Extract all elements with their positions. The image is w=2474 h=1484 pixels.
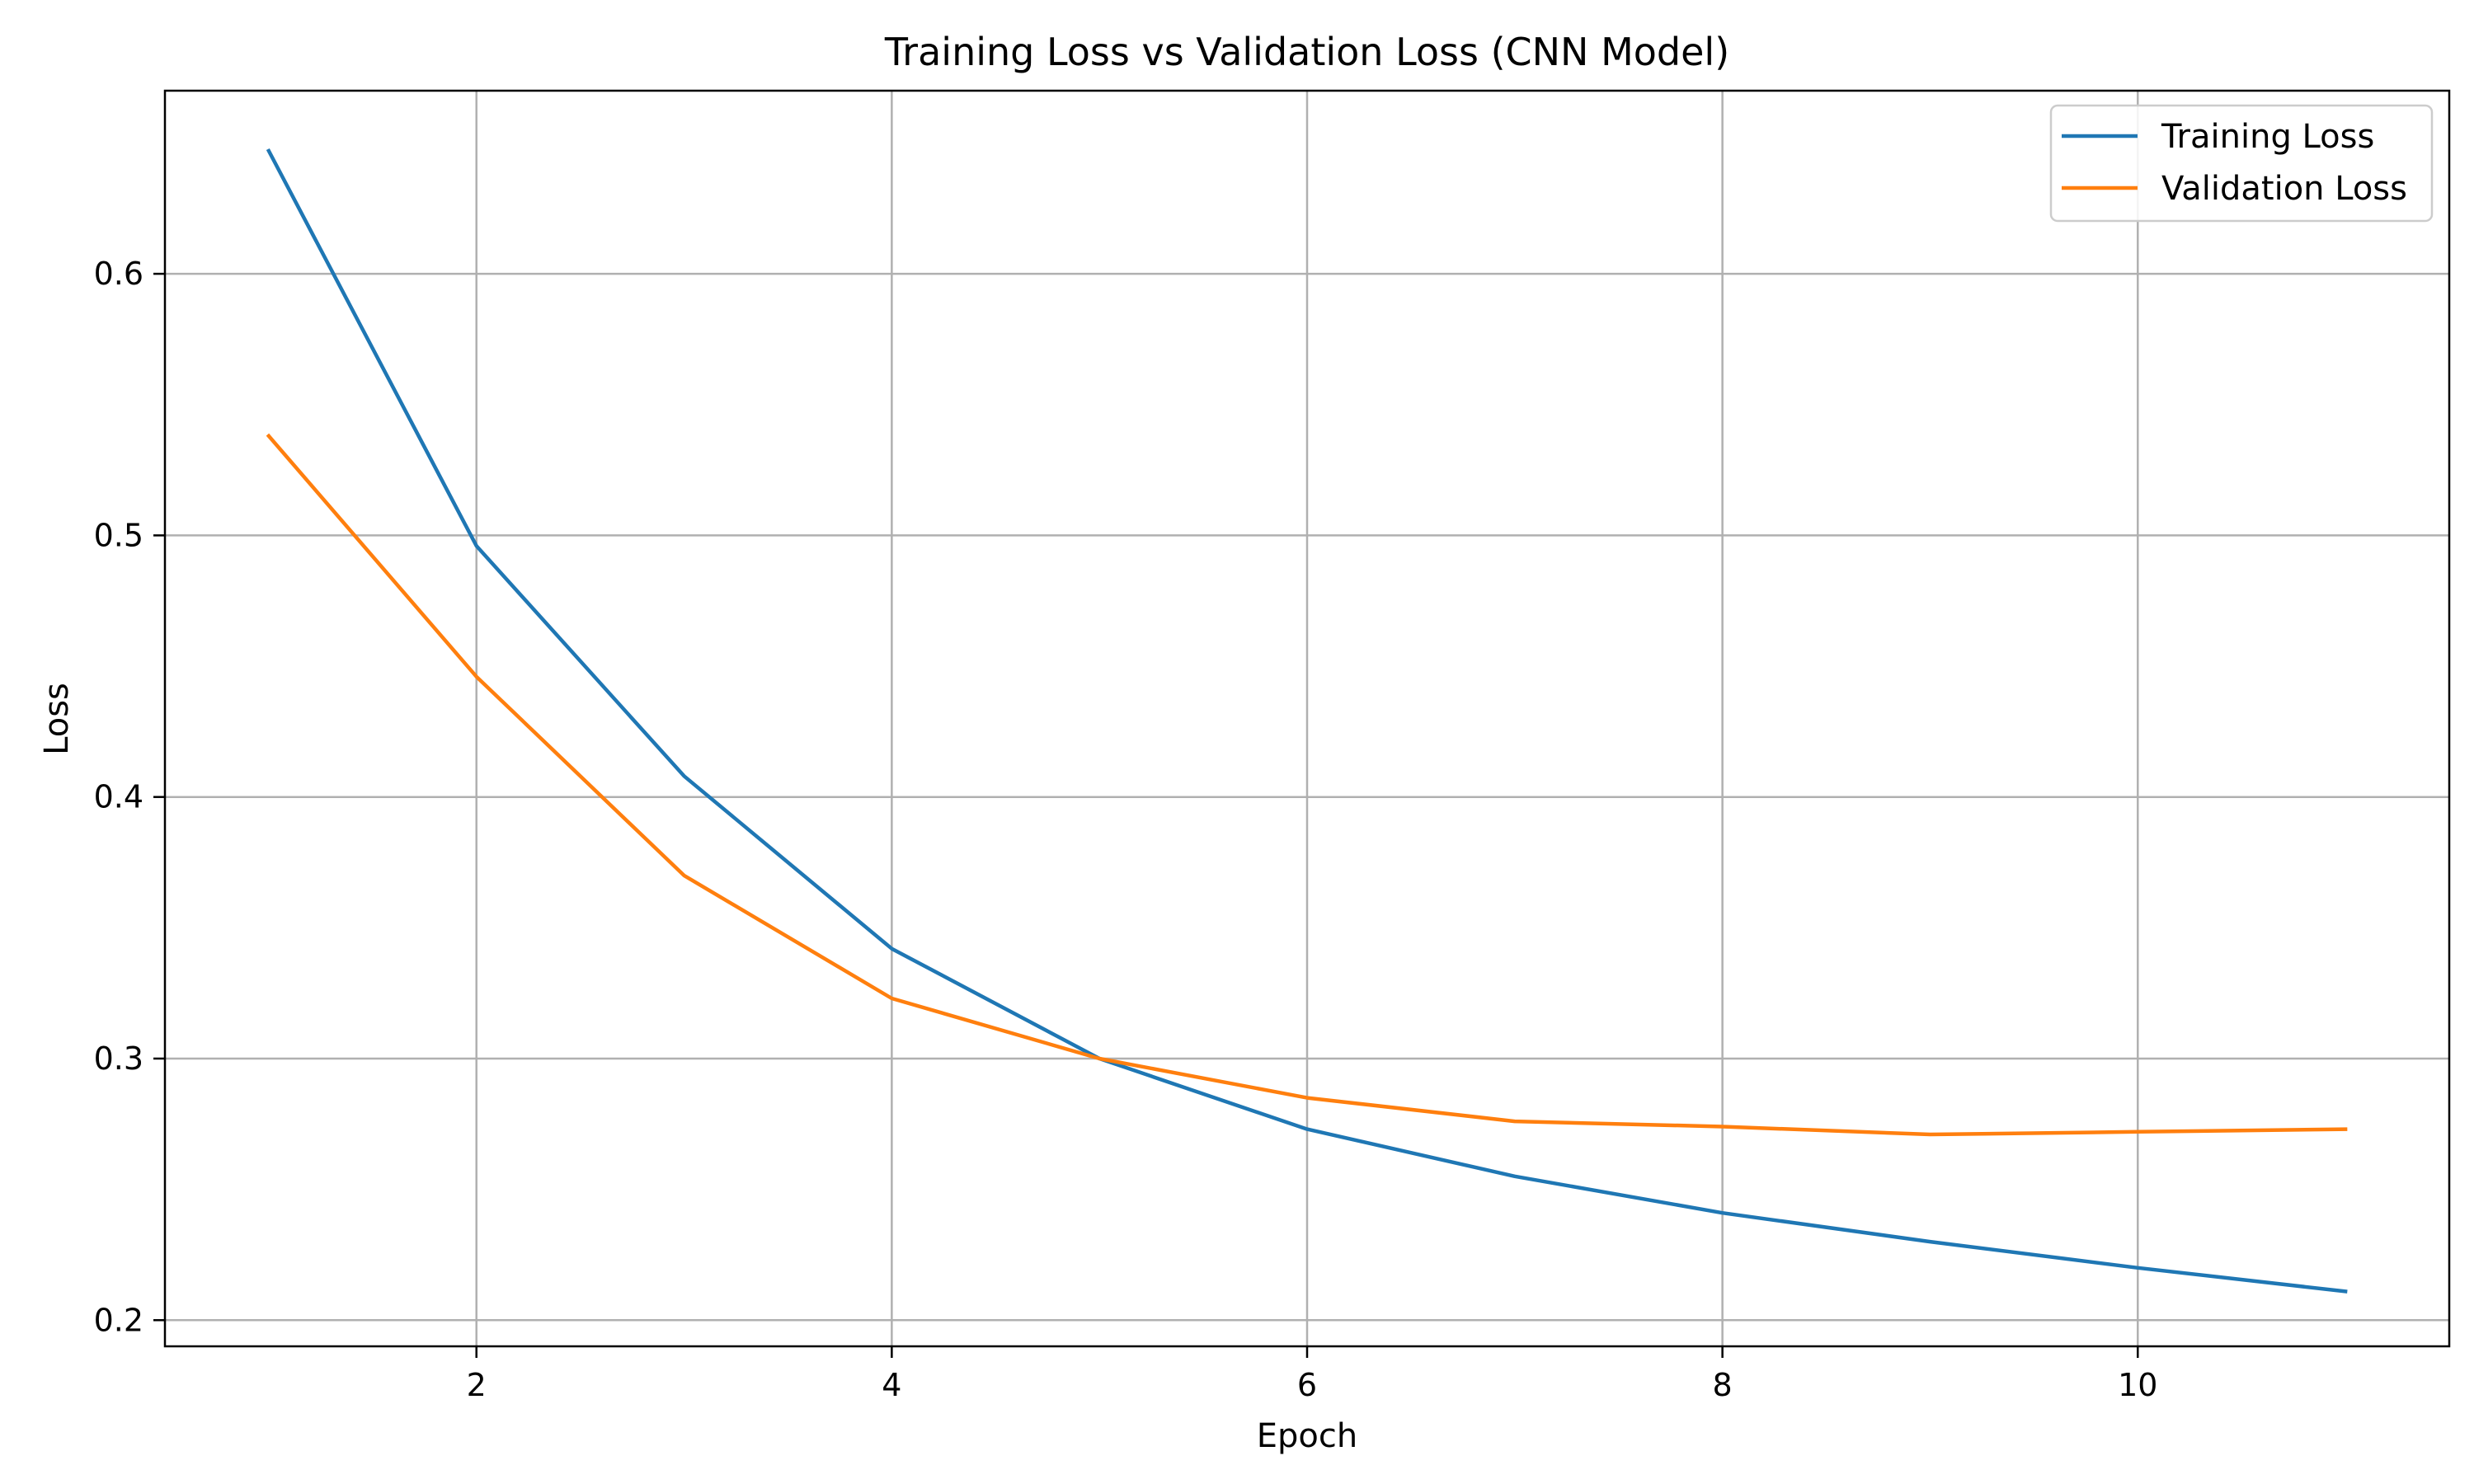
- series-line-validation-loss: [266, 433, 2348, 1137]
- axis-ticks: 2 4 6 8 10 0.2 0.3 0.4 0.5 0.6: [94, 256, 2158, 1403]
- grid-lines: [165, 91, 2449, 1346]
- legend-label-validation-loss: Validation Loss: [2161, 170, 2407, 208]
- x-tick-label: 2: [467, 1367, 487, 1403]
- series-line-training-loss: [266, 148, 2348, 1294]
- x-tick-label: 8: [1713, 1367, 1733, 1403]
- x-axis-label: Epoch: [1257, 1417, 1357, 1455]
- legend-box: [2049, 104, 2434, 223]
- x-tick-label: 4: [882, 1367, 901, 1403]
- y-tick-label: 0.6: [94, 256, 143, 292]
- y-tick-label: 0.5: [94, 517, 143, 553]
- x-tick-label: 10: [2118, 1367, 2157, 1403]
- legend-label-training-loss: Training Loss: [2161, 118, 2374, 156]
- legend: Training Loss Validation Loss: [2049, 104, 2434, 223]
- series-lines: [266, 148, 2348, 1294]
- y-tick-label: 0.4: [94, 779, 143, 815]
- y-tick-label: 0.2: [94, 1302, 143, 1338]
- y-axis-label: Loss: [38, 683, 76, 755]
- x-tick-label: 6: [1297, 1367, 1317, 1403]
- chart-title: Training Loss vs Validation Loss (CNN Mo…: [884, 30, 1729, 74]
- y-tick-label: 0.3: [94, 1040, 143, 1077]
